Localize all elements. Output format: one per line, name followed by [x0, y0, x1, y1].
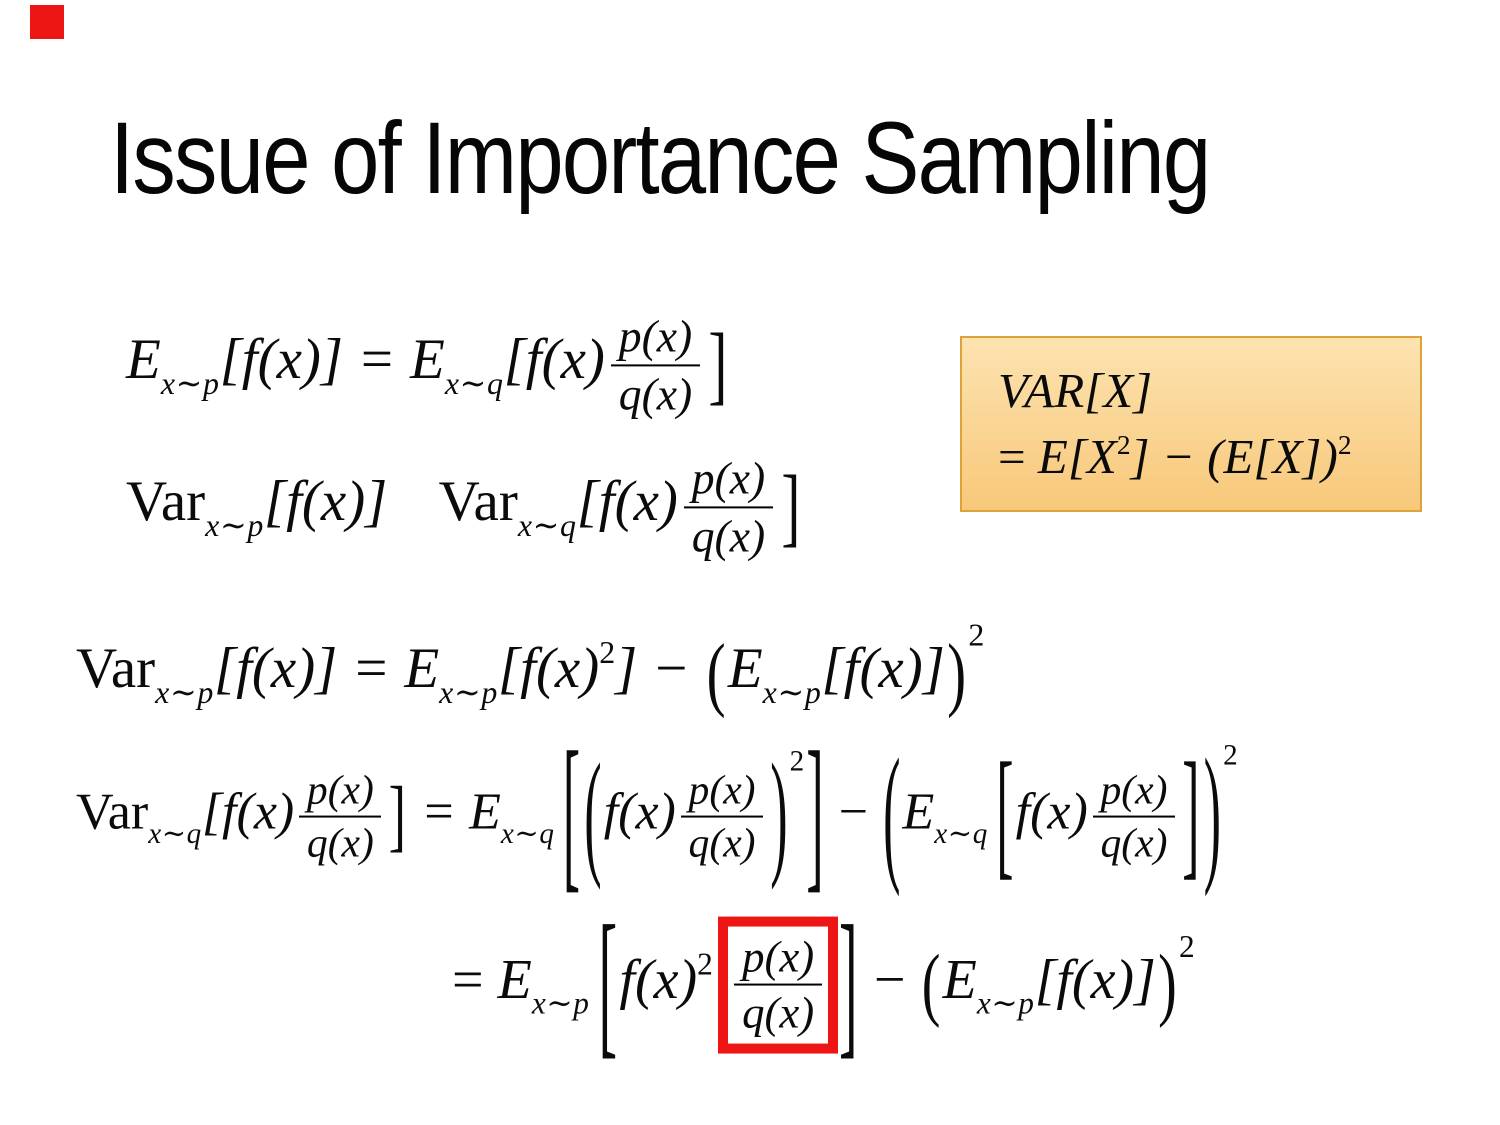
fraction-numerator: p(x): [742, 931, 815, 982]
fraction: p(x) q(x): [683, 450, 774, 564]
math-big-delimiter: ): [947, 628, 967, 720]
fraction-denominator: q(x): [683, 506, 774, 564]
math-big-delimiter: (: [584, 738, 602, 893]
math-superscript: 2: [1337, 429, 1352, 460]
math-big-delimiter: [: [598, 895, 618, 1075]
math-big-delimiter: ]: [806, 720, 824, 910]
math-big-delimiter: ]: [1182, 736, 1200, 894]
formula-variance-p-expansion: Varx∼p[f(x)] = Ex∼p[f(x)2] − (Ex∼p[f(x)]…: [76, 615, 985, 720]
fraction-denominator: q(x): [299, 815, 382, 869]
math-subscript: x∼p: [976, 985, 1035, 1021]
formula-expectation-identity: Ex∼p[f(x)] = Ex∼q[f(x) p(x) q(x)]: [126, 308, 730, 421]
math-subscript: x∼p: [439, 674, 498, 710]
fraction-denominator: q(x): [610, 364, 701, 422]
math-italic: [f(x)]: [821, 636, 945, 700]
slide-title: Issue of Importance Sampling: [110, 101, 1211, 215]
math-big-delimiter: ): [1158, 940, 1177, 1030]
math-big-delimiter: [: [996, 736, 1014, 894]
fraction: p(x) q(x): [299, 765, 382, 869]
fraction-numerator: p(x): [688, 766, 756, 813]
math-subscript: x∼p: [155, 674, 214, 710]
math-superscript: 2: [968, 617, 985, 653]
math-italic: f(x): [603, 783, 676, 841]
math-superscript: 2: [599, 634, 616, 670]
math-big-delimiter: ]: [781, 458, 801, 556]
math-italic: ] − (E[X]): [1130, 429, 1338, 485]
math-italic: [f(x)]: [263, 470, 388, 534]
math-italic: [f(x): [503, 328, 605, 392]
red-corner-marker: [30, 5, 64, 39]
math-italic: E: [902, 783, 935, 841]
math-italic: f(x): [619, 948, 698, 1011]
math-superscript: 2: [1116, 429, 1131, 460]
math-italic: E: [727, 636, 763, 700]
math-big-delimiter: ]: [708, 316, 728, 414]
fraction-denominator: q(x): [1093, 815, 1175, 869]
math-superscript: 2: [1179, 929, 1195, 965]
math-subscript: x∼p: [531, 985, 590, 1021]
math-italic: E: [126, 328, 161, 392]
variance-definition-line1: VAR[X]: [998, 365, 1420, 416]
math-italic: [f(x)] = E: [213, 636, 440, 700]
math-subscript: x∼q: [517, 508, 577, 544]
fraction-denominator: q(x): [734, 984, 823, 1041]
math-big-delimiter: ): [770, 738, 788, 893]
math-roman: Var: [126, 470, 206, 534]
math-subscript: x∼p: [762, 674, 822, 710]
formula-variance-comparison: Varx∼p[f(x)] Varx∼q[f(x) p(x) q(x)]: [126, 450, 803, 563]
math-subscript: x∼q: [934, 818, 988, 851]
math-italic: = E: [408, 783, 501, 841]
math-big-delimiter: ]: [838, 895, 858, 1075]
math-italic: f(x): [1015, 783, 1088, 841]
math-italic: [f(x)]: [1034, 948, 1156, 1011]
math-subscript: x∼q: [148, 818, 202, 851]
math-big-delimiter: (: [883, 731, 901, 900]
math-italic: [f(x): [201, 783, 295, 841]
math-italic: VAR[X]: [998, 363, 1153, 419]
math-big-delimiter: [: [562, 720, 581, 910]
math-big-delimiter: ): [1203, 731, 1222, 900]
math-italic: E: [942, 948, 977, 1011]
highlighted-fraction: p(x) q(x): [718, 916, 838, 1054]
math-roman: −: [859, 948, 920, 1011]
fraction: p(x) q(x): [1093, 765, 1175, 868]
math-subscript: x∼q: [444, 366, 504, 402]
math-roman: −: [825, 783, 882, 841]
math-subscript: x∼q: [500, 818, 555, 851]
variance-definition-line2: = E[X2] − (E[X])2: [998, 429, 1420, 485]
math-roman: Var: [76, 783, 149, 841]
math-italic: [f(x): [576, 470, 678, 534]
math-roman: Var: [76, 636, 156, 700]
fraction-numerator: p(x): [691, 452, 766, 504]
fraction-numerator: p(x): [1100, 766, 1168, 813]
math-italic: [f(x): [497, 636, 600, 700]
math-italic: E: [497, 948, 532, 1011]
math-roman: =: [452, 948, 498, 1011]
formula-variance-q-expansion: Varx∼q[f(x) p(x) q(x)] = Ex∼q [(f(x) p(x) q(x…: [76, 729, 1238, 901]
math-superscript: 2: [697, 946, 713, 982]
math-big-delimiter: (: [706, 628, 726, 720]
math-roman: =: [998, 429, 1038, 485]
math-italic: E[X: [1037, 429, 1117, 485]
math-big-delimiter: ]: [388, 771, 406, 861]
fraction-denominator: q(x): [681, 815, 763, 869]
math-italic: [f(x)] = E: [219, 328, 445, 392]
math-superscript: 2: [789, 745, 805, 778]
math-subscript: x∼p: [160, 366, 220, 402]
formula-variance-q-final: = Ex∼p [f(x)2 p(x) q(x)] − (Ex∼p[f(x)])2: [452, 904, 1195, 1066]
fraction: p(x) q(x): [681, 765, 763, 868]
math-big-delimiter: (: [921, 940, 941, 1030]
fraction-numerator: p(x): [618, 310, 693, 362]
math-subscript: x∼p: [205, 508, 264, 544]
fraction: p(x) q(x): [610, 308, 701, 422]
math-italic: ] −: [615, 636, 705, 700]
fraction-numerator: p(x): [306, 766, 374, 813]
math-superscript: 2: [1223, 739, 1238, 772]
math-roman: Var: [438, 470, 518, 534]
variance-definition-box: VAR[X] = E[X2] − (E[X])2: [960, 336, 1422, 512]
